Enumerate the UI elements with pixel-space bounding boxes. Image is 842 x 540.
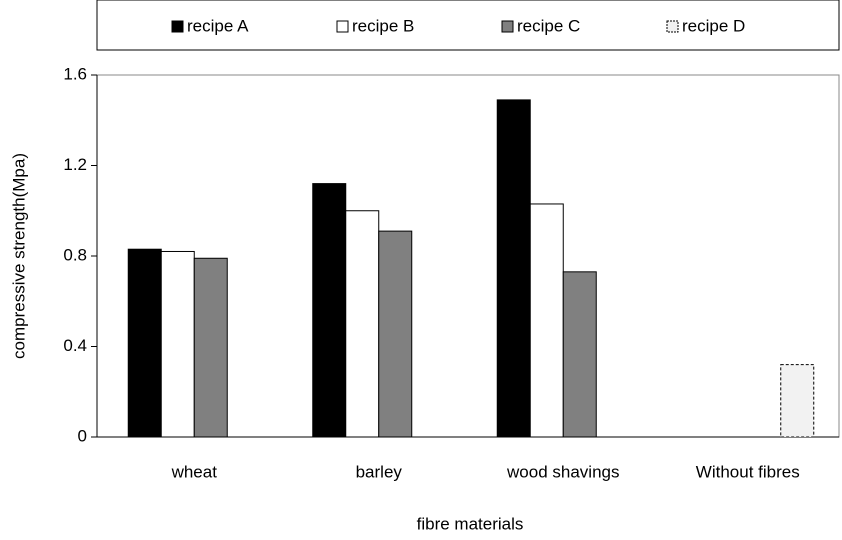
bar (345, 210, 380, 438)
bar (780, 364, 815, 438)
legend-label: recipe C (517, 16, 580, 35)
x-tick-label: barley (356, 462, 403, 481)
legend-swatch (501, 20, 514, 33)
bar (312, 183, 347, 438)
y-tick-label: 1.2 (63, 155, 87, 174)
bar (160, 250, 195, 438)
y-tick-label: 0 (78, 426, 87, 445)
bar (562, 271, 597, 438)
bar (127, 248, 162, 438)
y-tick-label: 0.8 (63, 245, 87, 264)
legend-label: recipe D (682, 16, 745, 35)
legend-swatch (666, 20, 679, 33)
legend-label: recipe B (352, 16, 414, 35)
legend-box (96, 0, 840, 51)
y-tick-label: 1.6 (63, 64, 87, 83)
y-tick-label: 0.4 (63, 336, 87, 355)
bar (378, 230, 413, 438)
bar (529, 203, 564, 438)
x-tick-label: Without fibres (696, 462, 800, 481)
x-axis-label: fibre materials (417, 514, 524, 533)
legend-swatch (171, 20, 184, 33)
y-axis-label: compressive strength(Mpa) (9, 153, 28, 359)
legend-swatch (336, 20, 349, 33)
bar (193, 257, 228, 438)
x-tick-label: wheat (171, 462, 218, 481)
bar (496, 99, 531, 438)
legend-label: recipe A (187, 16, 249, 35)
x-tick-label: wood shavings (506, 462, 619, 481)
